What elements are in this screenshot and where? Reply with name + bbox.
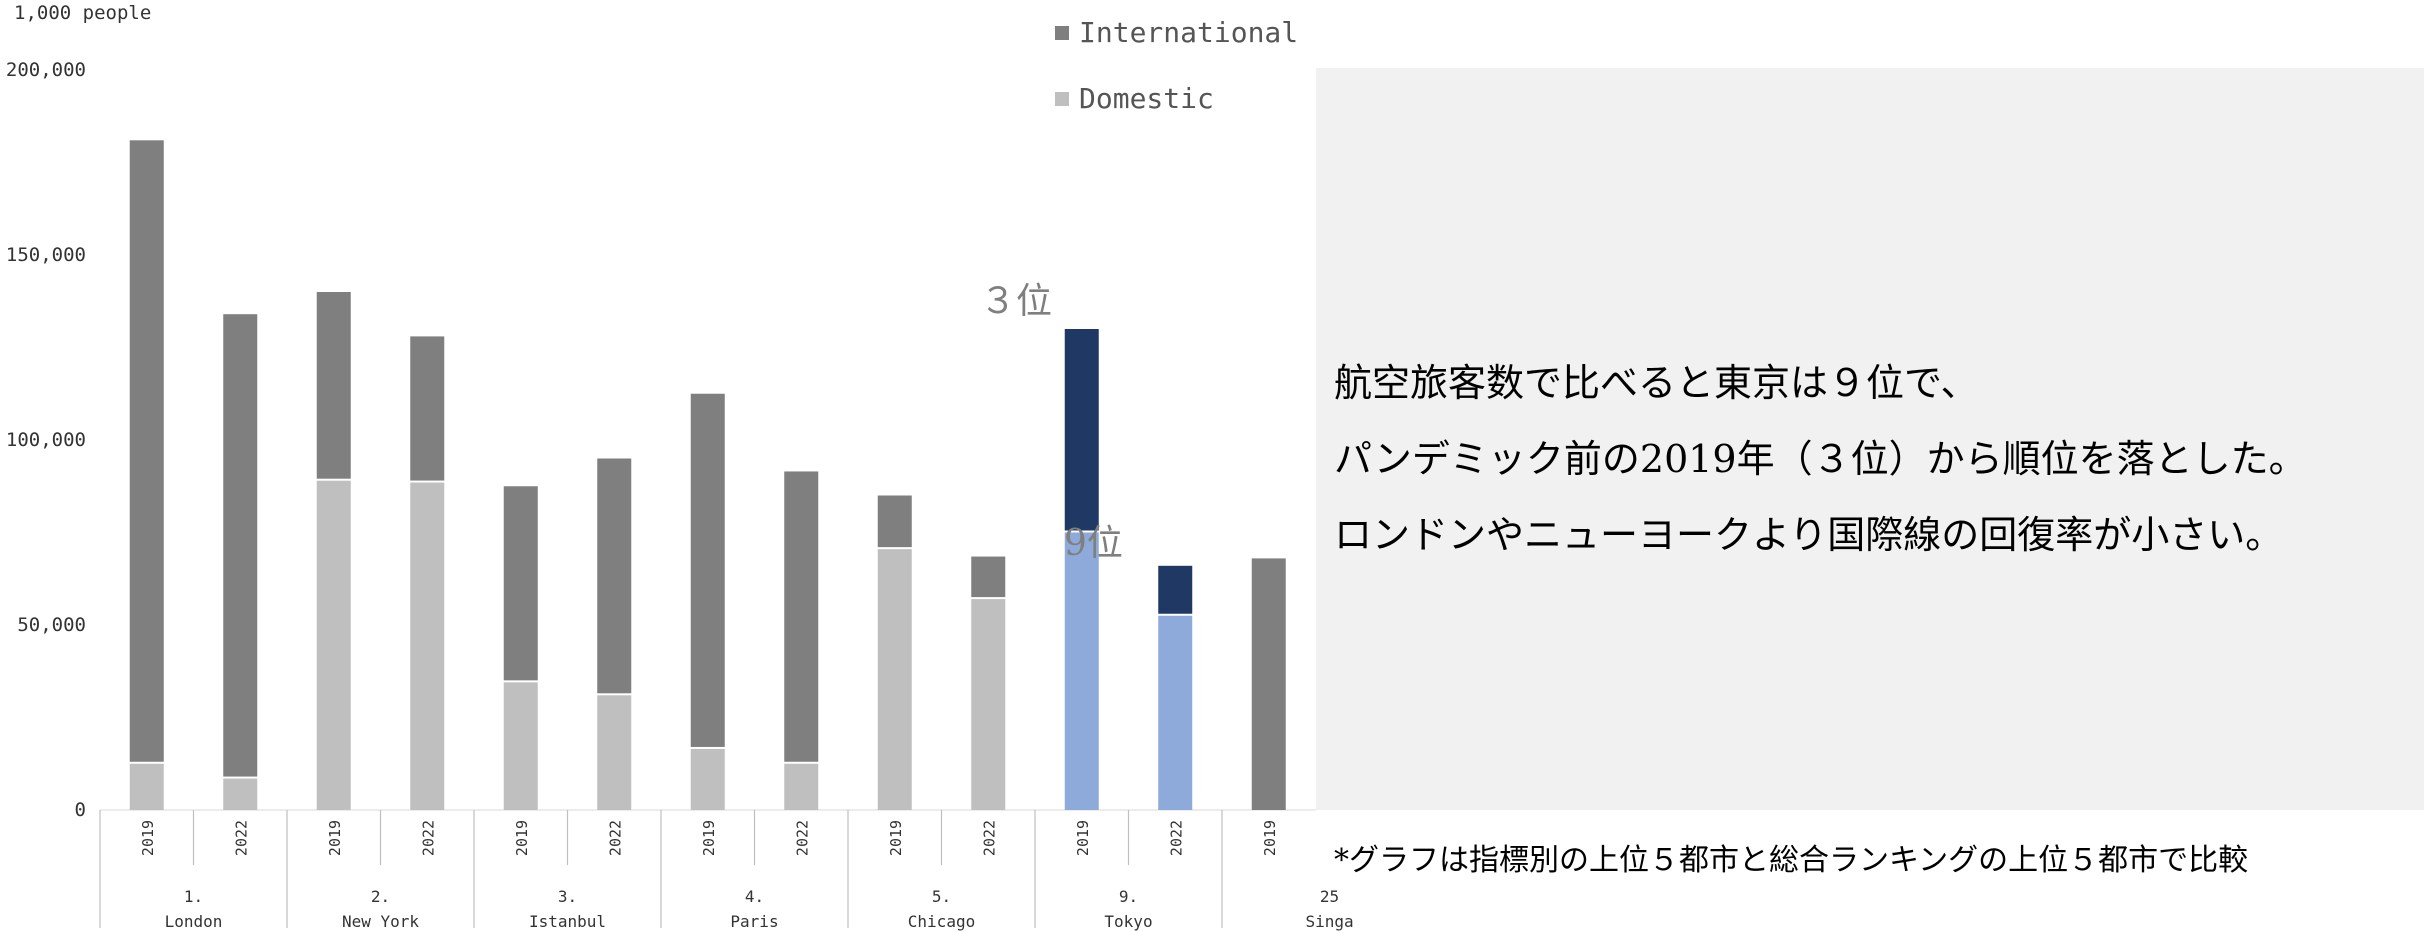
message-line-1: 航空旅客数で比べると東京は９位で、 [1334,361,1979,405]
message-line-3: ロンドンやニューヨークより国際線の回復率が小さい。 [1334,513,2284,557]
x-group-city-label: Paris [730,912,778,931]
x-tick-year-label: 2022 [793,820,811,856]
x-tick-year-label: 2019 [887,820,905,856]
message-line-2: パンデミック前の2019年（３位）から順位を落とした。 [1334,437,2307,481]
bar-domestic [597,695,632,810]
x-tick-year-label: 2019 [513,820,531,856]
bar-international [597,458,632,694]
rank-annotation-2019: ３位 [980,281,1053,322]
x-tick-year-label: 2019 [326,820,344,856]
bar-international [503,486,538,681]
y-tick-label: 0 [75,799,86,821]
y-tick-label: 200,000 [6,59,86,81]
y-tick-label: 100,000 [6,429,86,451]
bar-international [784,471,819,762]
bar-domestic [784,763,819,810]
bar-international [316,292,351,479]
x-group-city-label: London [165,912,223,931]
bar-domestic [410,482,445,810]
x-group-rank-label: 25 [1320,887,1339,906]
bar-international [223,314,258,777]
x-group-rank-label: 9. [1119,887,1138,906]
x-tick-year-label: 2019 [700,820,718,856]
bar-domestic [877,549,912,810]
bar-domestic [1158,615,1193,810]
footnote: *グラフは指標別の上位５都市と総合ランキングの上位５都市で比較 [1334,843,2249,878]
bar-international [410,336,445,481]
bar-international [1251,558,1286,810]
x-group-rank-label: 4. [745,887,764,906]
bar-international [690,393,725,747]
x-tick-year-label: 2022 [419,820,437,856]
bar-domestic [503,682,538,810]
legend-item-international: International [1055,16,1298,49]
y-axis-unit-label: 1,000 people [14,2,152,24]
y-tick-label: 150,000 [6,244,86,266]
x-group-rank-label: 1. [184,887,203,906]
x-group-rank-label: 3. [558,887,577,906]
x-group-rank-label: 2. [371,887,390,906]
legend-item-domestic: Domestic [1055,82,1214,115]
message-panel [1316,68,2424,810]
x-tick-year-label: 2022 [1167,820,1185,856]
legend-label-international: International [1079,16,1299,49]
bar-international [1158,565,1193,614]
bar-international [877,495,912,548]
x-group-city-label: Istanbul [529,912,606,931]
x-group-city-label: Chicago [908,912,975,931]
rank-annotation-2022: 9位 [1064,523,1123,564]
x-tick-year-label: 2019 [139,820,157,856]
bar-domestic [690,748,725,810]
bar-international [129,140,164,762]
x-group-rank-label: 5. [932,887,951,906]
x-group-city-label: Tokyo [1104,912,1152,931]
x-group-city-label: New York [342,912,419,931]
bar-domestic [223,778,258,810]
bar-domestic [129,763,164,810]
legend-swatch-international [1055,25,1069,40]
bar-domestic [971,599,1006,810]
x-tick-year-label: 2022 [980,820,998,856]
y-tick-label: 50,000 [17,614,86,636]
x-tick-year-label: 2022 [606,820,624,856]
bar-domestic [316,480,351,810]
legend-swatch-domestic [1055,91,1069,106]
legend-label-domestic: Domestic [1079,82,1214,115]
bar-international [971,556,1006,598]
x-tick-year-label: 2022 [232,820,250,856]
x-tick-year-label: 2019 [1074,820,1092,856]
bar-domestic [1064,532,1099,810]
x-tick-year-label: 2019 [1261,820,1279,856]
x-group-city-label: Singa [1305,912,1353,931]
bar-international [1064,329,1099,531]
